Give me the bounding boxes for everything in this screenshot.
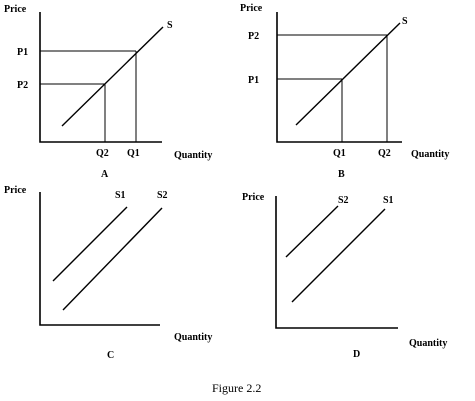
panel-c-id: C — [107, 350, 114, 361]
panel-b: Price S P2 P1 Q1 Q2 Quantity B — [240, 3, 449, 180]
panel-c-x-axis-label: Quantity — [174, 332, 212, 343]
panel-d-s1-label: S1 — [383, 195, 394, 206]
panel-a-y-tick-p2: P2 — [17, 80, 28, 91]
panel-d: Price S2 S1 Quantity D — [242, 192, 447, 360]
panel-c-s1-label: S1 — [115, 190, 126, 201]
panel-c-s2-curve — [62, 207, 163, 311]
panel-a-x-tick-q1: Q1 — [127, 148, 140, 159]
panel-a-x-tick-q2: Q2 — [96, 148, 109, 159]
panel-d-s2-label: S2 — [338, 195, 349, 206]
panel-a-y-axis-label: Price — [4, 4, 27, 15]
panel-d-id: D — [353, 349, 360, 360]
panel-b-curve-label: S — [402, 16, 408, 27]
panel-d-s1-curve — [291, 208, 386, 303]
panel-d-axes — [275, 196, 398, 329]
panel-c: Price S1 S2 Quantity C — [4, 185, 212, 361]
panel-d-y-axis-label: Price — [242, 192, 265, 203]
panel-b-y-axis-label: Price — [240, 3, 263, 14]
panel-a-id: A — [101, 169, 109, 180]
panel-b-x-tick-q2: Q2 — [378, 148, 391, 159]
panel-a-curve-label: S — [167, 20, 173, 31]
panel-b-y-tick-p1: P1 — [248, 75, 259, 86]
panel-a-y-tick-p1: P1 — [17, 47, 28, 58]
panel-c-s2-label: S2 — [157, 190, 168, 201]
figure-caption: Figure 2.2 — [212, 381, 261, 395]
panel-d-x-axis-label: Quantity — [409, 338, 447, 349]
panel-b-supply-curve — [295, 22, 401, 126]
panel-b-x-tick-q1: Q1 — [333, 148, 346, 159]
panel-c-s1-curve — [52, 206, 128, 282]
panel-b-axes — [276, 12, 402, 143]
panel-a: Price S P1 P2 Q2 Q1 Quantity A — [4, 4, 212, 180]
panel-c-axes — [39, 192, 160, 326]
panel-c-y-axis-label: Price — [4, 185, 27, 196]
panel-a-x-axis-label: Quantity — [174, 150, 212, 161]
panel-a-axes — [39, 12, 162, 143]
panel-b-x-axis-label: Quantity — [411, 149, 449, 160]
panel-b-id: B — [338, 169, 345, 180]
panel-d-s2-curve — [285, 205, 339, 258]
panel-b-y-tick-p2: P2 — [248, 31, 259, 42]
panel-a-supply-curve — [61, 26, 164, 127]
